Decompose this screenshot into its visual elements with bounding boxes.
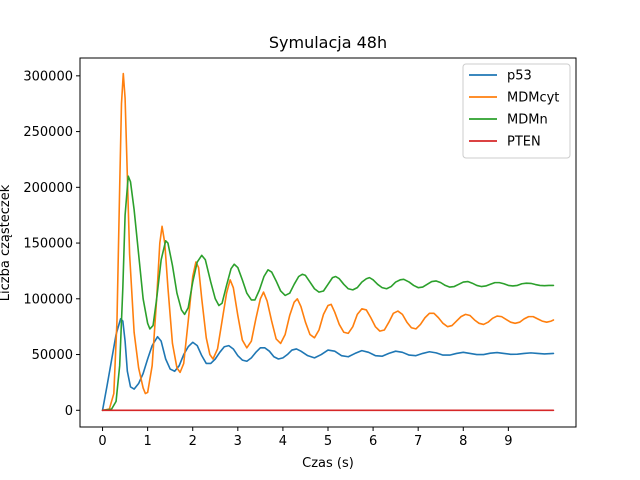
y-axis: 0 50000 100000 150000 200000 250000 300000 bbox=[23, 69, 80, 419]
x-tick-label: 8 bbox=[459, 434, 467, 449]
x-tick-label: 4 bbox=[279, 434, 287, 449]
legend-entry-mdmcyt: MDMcyt bbox=[507, 91, 559, 106]
series-line-p53 bbox=[101, 318, 555, 412]
chart-title: Symulacja 48h bbox=[269, 33, 387, 52]
legend-entry-p53: p53 bbox=[507, 69, 532, 84]
y-tick-label: 0 bbox=[65, 404, 73, 419]
y-axis-label: Liczba cząsteczek bbox=[0, 184, 13, 301]
x-tick-label: 7 bbox=[414, 434, 422, 449]
y-tick-label: 150000 bbox=[23, 237, 73, 252]
plot-series-group bbox=[101, 72, 555, 412]
y-tick-label: 50000 bbox=[32, 348, 73, 363]
x-tick-label: 2 bbox=[189, 434, 197, 449]
series-line-mdmcyt bbox=[101, 72, 555, 412]
y-tick-label: 300000 bbox=[23, 69, 73, 84]
y-tick-label: 250000 bbox=[23, 125, 73, 140]
legend-entry-mdmn: MDMn bbox=[507, 113, 548, 128]
x-axis-label: Czas (s) bbox=[302, 456, 354, 471]
legend: p53 MDMcyt MDMn PTEN bbox=[462, 63, 571, 159]
x-tick-label: 0 bbox=[98, 434, 106, 449]
legend-box bbox=[462, 63, 571, 159]
x-tick-label: 5 bbox=[324, 434, 332, 449]
x-tick-label: 3 bbox=[234, 434, 242, 449]
y-tick-label: 100000 bbox=[23, 292, 73, 307]
x-tick-label: 6 bbox=[369, 434, 377, 449]
x-tick-label: 1 bbox=[143, 434, 151, 449]
x-tick-label: 9 bbox=[504, 434, 512, 449]
x-axis: 0 1 2 3 4 5 6 7 8 9 bbox=[98, 427, 513, 449]
series-line-mdmn bbox=[101, 175, 555, 412]
y-tick-label: 200000 bbox=[23, 181, 73, 196]
legend-entry-pten: PTEN bbox=[507, 135, 541, 150]
